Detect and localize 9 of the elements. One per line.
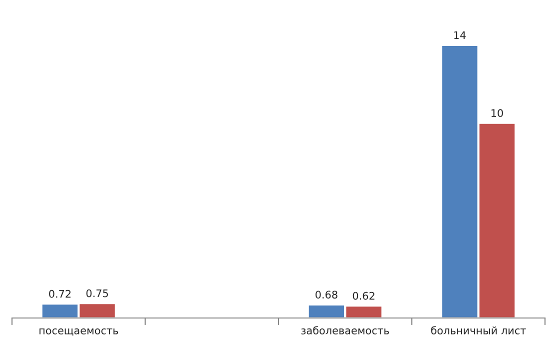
data-label: 0.72 — [49, 290, 71, 298]
data-label: 0.62 — [352, 292, 374, 300]
x-tick-label: больничный лист — [431, 326, 526, 334]
data-label: 0.68 — [316, 290, 338, 299]
x-tick-label: посещаемость — [40, 328, 118, 336]
data-label: 0.75 — [86, 289, 108, 298]
data-label: 14 — [454, 31, 466, 39]
x-tick-label: заболеваемость — [301, 326, 389, 334]
data-label: 10 — [492, 109, 503, 118]
